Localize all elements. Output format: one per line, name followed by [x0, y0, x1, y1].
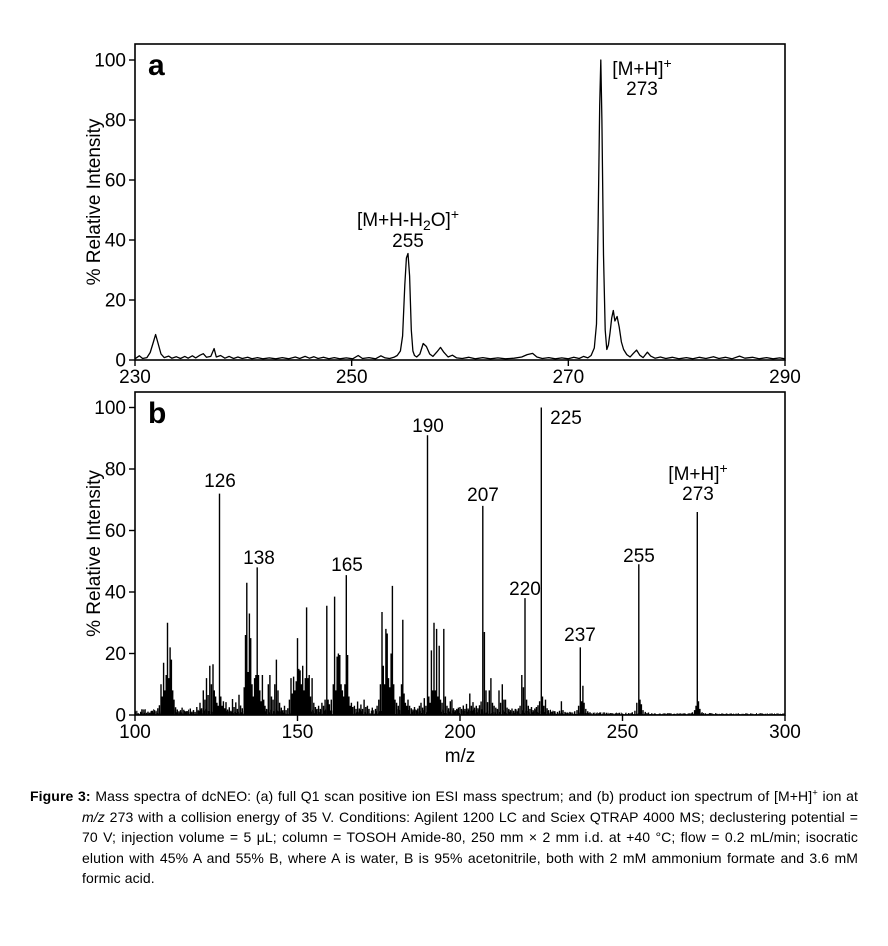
peak-label-b-237: 237 [564, 625, 596, 646]
peak-label-b-225: 225 [550, 408, 582, 429]
y-tick-label: 40 [105, 231, 126, 252]
spectrum-trace [134, 59, 786, 360]
plot-border [134, 43, 786, 361]
mass-spectra-figure: 0 20 40 60 80 100 230 250 270 290 % Relative Inten… [84, 43, 801, 767]
y-tick-label: 80 [105, 460, 126, 481]
y-tick-label: 0 [115, 706, 126, 727]
y-axis-title: % Relative Intensity [84, 470, 105, 637]
y-tick-label: 20 [105, 644, 126, 665]
x-axis-title: m/z [445, 746, 476, 767]
caption-segment: 273 with a collision energy of 35 V. Con… [82, 808, 858, 887]
y-tick-label: 20 [105, 291, 126, 312]
peak-label-b-207: 207 [467, 485, 499, 506]
x-tick-label: 200 [444, 722, 476, 743]
peak-label-a-273: [M+H]+ [612, 55, 671, 80]
x-tick-label: 150 [282, 722, 314, 743]
peak-label-b-138: 138 [243, 548, 275, 569]
x-tick-label: 270 [552, 367, 584, 388]
figure-caption: Figure 3: Mass spectra of dcNEO: (a) ful… [30, 786, 858, 889]
panel-letter-b: b [148, 397, 166, 430]
x-tick-label: 250 [336, 367, 368, 388]
y-tick-label: 100 [94, 398, 126, 419]
peak-label-a-273: 273 [626, 79, 658, 100]
x-tick-label: 290 [769, 367, 801, 388]
plot-border [134, 391, 786, 716]
peak-label-b-190: 190 [412, 416, 444, 437]
x-tick-label: 230 [119, 367, 151, 388]
caption-segment: ion at [817, 788, 858, 804]
figure-caption-text: Mass spectra of dcNEO: (a) full Q1 scan … [82, 788, 858, 886]
peak-label-a-255: 255 [392, 231, 424, 252]
peak-label-a-255: [M+H-H2O]+ [357, 206, 459, 233]
spectrum-panel-a: 0 20 40 60 80 100 230 250 270 290 % Relative Inten… [84, 43, 801, 388]
peak-label-b-255: 255 [623, 546, 655, 567]
peak-label-b-220: 220 [509, 579, 541, 600]
peak-label-b-273: 273 [682, 484, 714, 505]
y-tick-label: 0 [115, 351, 126, 372]
peak-label-b-165: 165 [331, 555, 363, 576]
x-tick-label: 250 [607, 722, 639, 743]
y-tick-label: 60 [105, 521, 126, 542]
figure-caption-label: Figure 3: [30, 788, 91, 804]
spectrum-panel-b: 0 20 40 60 80 100 100 150 200 250 300 % Relative In… [84, 391, 801, 767]
panel-letter-a: a [148, 49, 165, 82]
y-tick-label: 40 [105, 583, 126, 604]
caption-segment: Mass spectra of dcNEO: (a) full Q1 scan … [95, 788, 813, 804]
y-tick-label: 100 [94, 51, 126, 72]
x-tick-label: 100 [119, 722, 151, 743]
caption-segment: + [812, 787, 818, 799]
y-tick-label: 60 [105, 171, 126, 192]
y-tick-label: 80 [105, 111, 126, 132]
y-axis-title: % Relative Intensity [84, 118, 105, 285]
peak-label-b-273: [M+H]+ [668, 460, 727, 485]
x-tick-label: 300 [769, 722, 801, 743]
peak-sticks [137, 407, 783, 715]
caption-segment: m/z [82, 808, 105, 825]
peak-label-b-126: 126 [204, 471, 236, 492]
